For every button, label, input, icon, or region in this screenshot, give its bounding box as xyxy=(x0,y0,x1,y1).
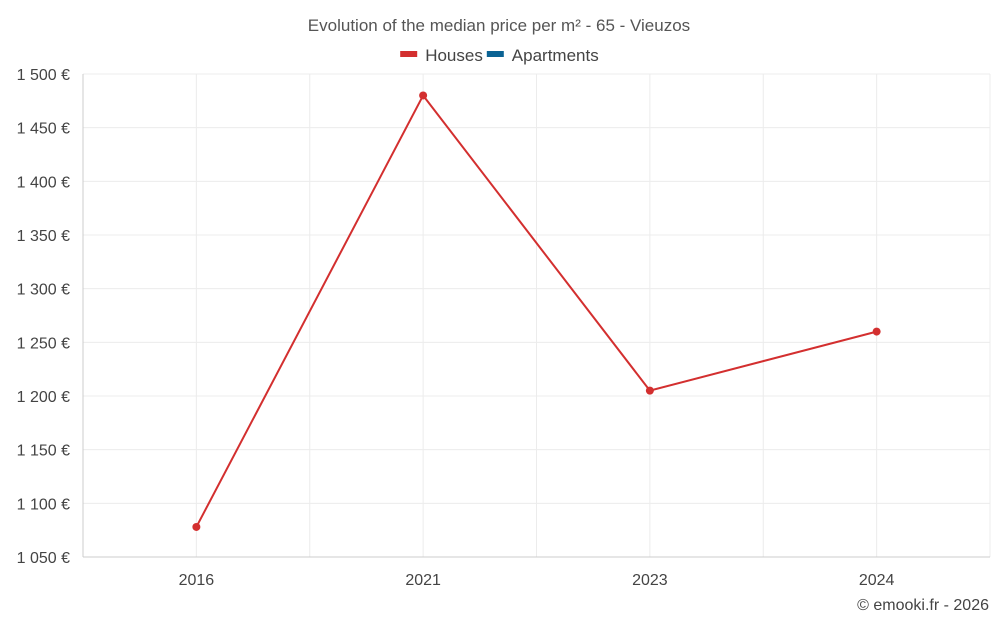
y-tick-label: 1 400 € xyxy=(17,174,70,191)
x-tick-label: 2016 xyxy=(179,572,215,589)
grid xyxy=(83,73,991,557)
y-axis: 1 050 € 1 100 € 1 150 € 1 200 € 1 250 € 1 300… xyxy=(17,67,84,567)
chart-title: Evolution of the median price per m² - 6… xyxy=(308,16,690,35)
y-tick-label: 1 450 € xyxy=(17,121,70,138)
legend-swatch xyxy=(486,51,504,57)
y-tick-label: 1 150 € xyxy=(17,443,70,460)
y-tick-label: 1 200 € xyxy=(17,389,70,406)
y-tick-label: 1 100 € xyxy=(17,496,70,513)
legend-label[interactable]: Houses xyxy=(425,46,483,65)
x-axis: 2016 2021 2023 2024 xyxy=(83,556,990,589)
series-line-houses xyxy=(195,93,877,528)
y-tick-label: 1 300 € xyxy=(17,282,70,299)
x-tick-label: 2023 xyxy=(632,572,668,589)
credit-text: © emooki.fr - 2026 xyxy=(857,597,989,614)
legend-label[interactable]: Apartments xyxy=(512,46,599,65)
y-tick-label: 1 250 € xyxy=(17,335,70,352)
x-tick-label: 2024 xyxy=(859,572,895,589)
x-tick-label: 2021 xyxy=(405,572,441,589)
y-tick-label: 1 500 € xyxy=(17,67,70,84)
data-point[interactable] xyxy=(872,327,881,336)
y-tick-label: 1 050 € xyxy=(17,550,70,567)
series xyxy=(192,91,881,531)
y-tick-label: 1 350 € xyxy=(17,228,70,245)
data-point[interactable] xyxy=(645,386,654,395)
legend-swatch xyxy=(400,51,418,57)
data-point[interactable] xyxy=(419,91,428,100)
legend: Houses Apartments xyxy=(400,46,599,65)
data-point[interactable] xyxy=(192,522,201,531)
